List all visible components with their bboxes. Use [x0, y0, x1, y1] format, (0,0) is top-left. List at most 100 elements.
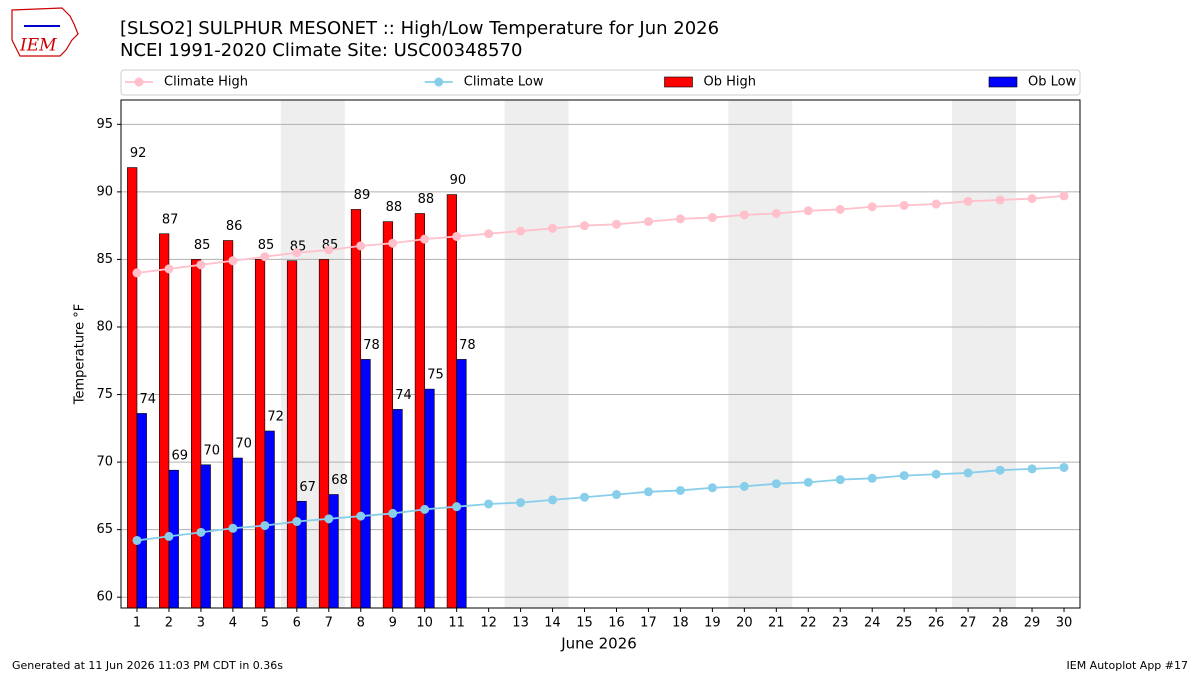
line-marker [356, 241, 366, 251]
line-marker [1059, 191, 1069, 201]
line-marker [356, 511, 366, 521]
x-tick-label: 21 [768, 616, 785, 631]
bar [232, 457, 243, 609]
y-tick-label: 80 [96, 319, 113, 334]
x-tick-label: 16 [608, 616, 625, 631]
bar [159, 233, 170, 609]
bar [446, 194, 457, 609]
line-marker [867, 202, 877, 212]
x-tick-label: 20 [736, 616, 753, 631]
x-tick-label: 7 [325, 616, 333, 631]
bar [286, 260, 298, 609]
line-marker [452, 231, 462, 241]
bar-value-label: 88 [386, 200, 403, 215]
bar [382, 221, 394, 609]
line-marker [995, 465, 1005, 475]
x-tick-label: 8 [357, 616, 365, 631]
x-tick-label: 24 [864, 616, 881, 631]
x-tick-label: 19 [704, 616, 721, 631]
line-marker [548, 223, 558, 233]
line-marker [931, 469, 941, 479]
x-tick-label: 23 [832, 616, 849, 631]
line-marker [420, 234, 430, 244]
x-tick-label: 14 [544, 616, 561, 631]
x-tick-label: 25 [896, 616, 913, 631]
bar-value-label: 74 [140, 392, 157, 407]
weekend-shade [728, 100, 761, 608]
line-marker [228, 256, 238, 266]
line-marker [739, 481, 749, 491]
line-marker [516, 226, 526, 236]
logo-text: IEM [19, 36, 57, 56]
y-axis-label: Temperature °F [73, 304, 88, 405]
legend-swatch [664, 76, 693, 88]
x-tick-label: 6 [293, 616, 301, 631]
bar [424, 388, 435, 609]
logo: IEM [11, 7, 79, 57]
x-tick-label: 22 [800, 616, 817, 631]
bar-value-label: 70 [235, 437, 252, 452]
bar [318, 259, 330, 609]
legend-label: Ob High [704, 75, 757, 90]
bar-value-label: 70 [203, 443, 220, 458]
line-marker [228, 523, 238, 533]
bar [392, 409, 403, 609]
line-marker [260, 252, 270, 262]
logo-outline [11, 7, 79, 57]
x-tick-label: 29 [1024, 616, 1041, 631]
bar [264, 430, 275, 609]
bar-value-label: 74 [395, 388, 412, 403]
bar [191, 259, 202, 609]
line-marker [484, 229, 494, 239]
y-tick-label: 85 [96, 252, 113, 267]
y-tick-label: 60 [96, 590, 113, 605]
line-marker [707, 213, 717, 223]
x-tick-label: 13 [512, 616, 529, 631]
line-marker [835, 204, 845, 214]
bar-value-label: 72 [267, 410, 284, 425]
bar-value-label: 75 [427, 368, 444, 383]
legend-marker [434, 77, 444, 87]
bar [136, 413, 147, 609]
line-marker [196, 527, 206, 537]
legend-label: Climate High [164, 75, 248, 90]
line-marker [132, 268, 142, 278]
line-marker [1027, 194, 1037, 204]
legend-label: Climate Low [464, 75, 544, 90]
weekend-shade [760, 100, 793, 608]
line-marker [164, 264, 174, 274]
bar-value-label: 89 [354, 188, 371, 203]
line-marker [324, 514, 334, 524]
bar-value-label: 87 [162, 212, 179, 227]
line-marker [516, 498, 526, 508]
x-tick-label: 17 [640, 616, 657, 631]
bar-value-label: 69 [171, 449, 188, 464]
x-tick-label: 11 [448, 616, 465, 631]
x-tick-label: 5 [261, 616, 269, 631]
bar-value-label: 90 [450, 173, 467, 188]
bar-value-label: 78 [363, 338, 380, 353]
y-tick-label: 65 [96, 522, 113, 537]
bar-value-label: 92 [130, 146, 147, 161]
x-tick-label: 9 [389, 616, 397, 631]
bar-value-label: 68 [331, 473, 348, 488]
footer-left: Generated at 11 Jun 2026 11:03 PM CDT in… [12, 659, 283, 672]
legend-label: Ob Low [1028, 75, 1077, 90]
x-tick-label: 12 [480, 616, 497, 631]
line-marker [292, 517, 302, 527]
line-marker [899, 471, 909, 481]
line-marker [324, 245, 334, 255]
bar [254, 259, 266, 609]
line-marker [420, 504, 430, 514]
line-marker [963, 196, 973, 206]
line-marker [452, 502, 462, 512]
y-tick-label: 75 [96, 387, 113, 402]
line-marker [1059, 462, 1069, 472]
chart-subtitle: NCEI 1991-2020 Climate Site: USC00348570 [120, 40, 522, 61]
bar-value-label: 88 [418, 192, 435, 207]
legend-marker [134, 77, 144, 87]
line-marker [707, 483, 717, 493]
bar-value-label: 85 [194, 238, 211, 253]
